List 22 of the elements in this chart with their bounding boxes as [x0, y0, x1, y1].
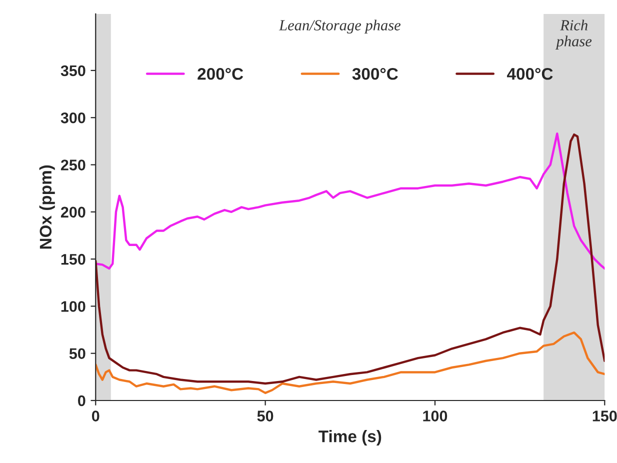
x-axis-title: Time (s)	[318, 430, 382, 446]
y-tick-label: 150	[61, 254, 86, 265]
y-tick-label: 250	[60, 160, 86, 170]
y-tick-label: 50	[69, 348, 86, 360]
x-tick-label: 0	[92, 410, 100, 422]
annotation: Lean/Storage phase	[278, 20, 401, 34]
x-tick-label: 100	[423, 410, 448, 422]
x-tick-label: 50	[257, 410, 274, 422]
y-axis-title: NOx (ppm)	[39, 165, 55, 249]
x-tick-label: 150	[592, 410, 617, 422]
legend-label: 200°C	[198, 68, 244, 80]
y-tick-label: 100	[61, 301, 86, 312]
legend-label: 300°C	[352, 68, 398, 80]
y-tick-label: 200	[60, 206, 86, 218]
line-series	[96, 132, 605, 270]
line-series	[96, 331, 605, 394]
y-tick-label: 0	[78, 395, 86, 406]
y-tick-label: 300	[60, 112, 86, 124]
legend-label: 400°C	[506, 68, 553, 80]
y-tick-label: 350	[60, 65, 86, 76]
line-series	[96, 133, 605, 385]
band-label: Rich phase	[555, 20, 592, 50]
